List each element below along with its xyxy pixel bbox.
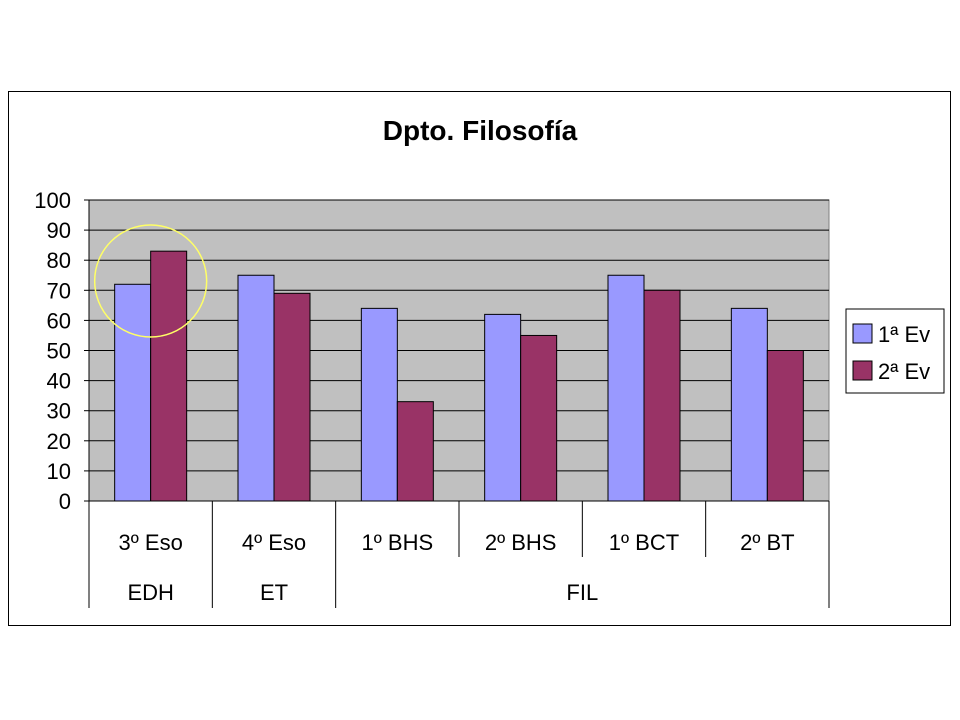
bar-1-3 xyxy=(360,307,398,502)
y-tick-label: 10 xyxy=(47,459,71,484)
group-label: ET xyxy=(260,580,288,605)
y-tick-label: 90 xyxy=(47,218,71,243)
y-tick-label: 100 xyxy=(34,188,71,213)
y-tick-label: 40 xyxy=(47,369,71,394)
category-label: 1º BCT xyxy=(609,530,679,555)
bar-1-2 xyxy=(237,274,275,502)
group-label: FIL xyxy=(566,580,598,605)
bar-2-4 xyxy=(520,334,558,502)
bar-2-5 xyxy=(643,289,681,502)
legend[interactable]: 1ª Ev 2ª Ev xyxy=(845,308,945,394)
bar-1-4 xyxy=(484,313,522,502)
bar-2-3 xyxy=(396,401,434,502)
y-tick-label: 20 xyxy=(47,429,71,454)
bars xyxy=(114,250,804,502)
bar-1-5 xyxy=(607,274,645,502)
axes: 0 10 20 30 40 50 60 70 80 90 100 xyxy=(34,188,90,514)
y-tick-label: 60 xyxy=(47,308,71,333)
legend-label-1: 1ª Ev xyxy=(878,322,930,347)
chart-title: Dpto. Filosofía xyxy=(383,115,578,146)
bar-1-6 xyxy=(730,307,768,502)
legend-swatch-2 xyxy=(852,360,873,381)
group-label: EDH xyxy=(127,580,173,605)
category-label: 1º BHS xyxy=(362,530,434,555)
y-tick-label: 70 xyxy=(47,278,71,303)
legend-label-2: 2ª Ev xyxy=(878,359,930,384)
category-label: 3º Eso xyxy=(119,530,183,555)
bar-2-6 xyxy=(766,350,804,502)
category-label: 4º Eso xyxy=(242,530,306,555)
category-axis: 3º Eso 4º Eso 1º BHS 2º BHS 1º BCT 2º BT EDH ET… xyxy=(88,500,830,608)
highlight-circle xyxy=(93,224,208,338)
bar-2-2 xyxy=(273,292,311,502)
bar-1-1 xyxy=(114,283,152,502)
highlight xyxy=(93,224,208,338)
category-label: 2º BT xyxy=(740,530,795,555)
plot-area xyxy=(88,199,830,502)
y-tick-label: 50 xyxy=(47,339,71,364)
y-tick-label: 0 xyxy=(59,489,71,514)
y-tick-label: 30 xyxy=(47,399,71,424)
y-tick-label: 80 xyxy=(47,248,71,273)
bar-2-1 xyxy=(150,250,188,502)
legend-swatch-1 xyxy=(852,323,873,344)
category-label: 2º BHS xyxy=(485,530,557,555)
